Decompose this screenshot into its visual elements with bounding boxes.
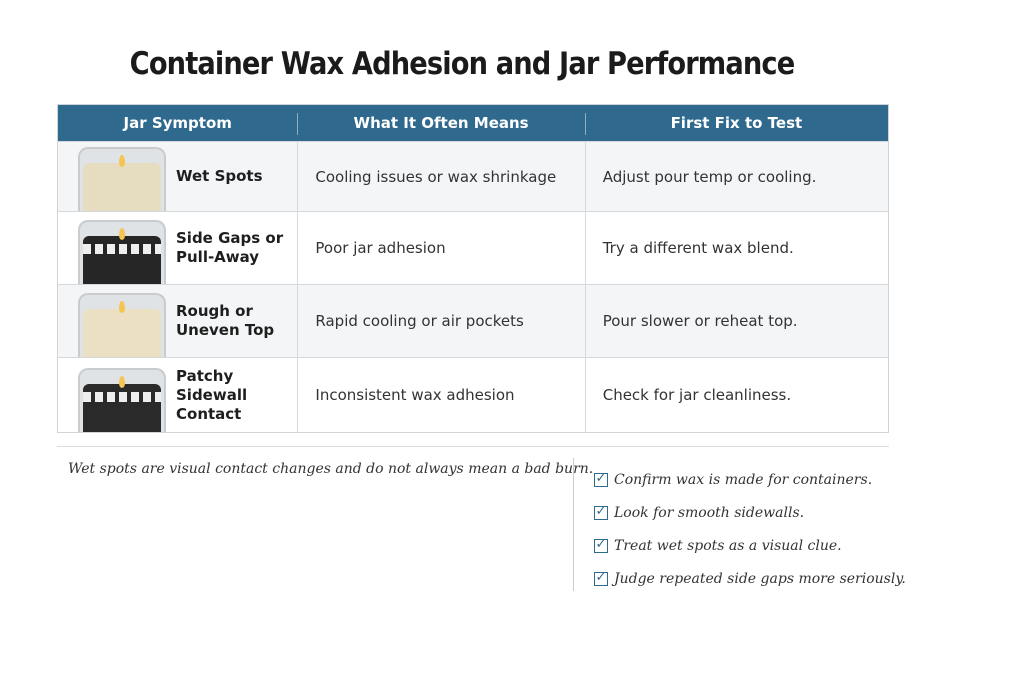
candle-jar-image <box>78 368 166 432</box>
wax <box>83 163 161 211</box>
checklist-text: Judge repeated side gaps more seriously. <box>614 570 906 587</box>
symptom-label: Wet Spots <box>176 167 263 185</box>
checklist-text: Treat wet spots as a visual clue. <box>614 537 842 554</box>
meaning-cell: Inconsistent wax adhesion <box>297 358 584 432</box>
checklist-item: ✓ Confirm wax is made for containers. <box>594 463 906 496</box>
meaning-cell: Poor jar adhesion <box>297 212 584 284</box>
checkbox-checked-icon: ✓ <box>594 503 608 520</box>
meaning-cell: Cooling issues or wax shrinkage <box>297 142 584 211</box>
fix-cell: Pour slower or reheat top. <box>584 285 888 357</box>
checklist-item: ✓ Judge repeated side gaps more seriously… <box>594 562 906 595</box>
table-header: Jar Symptom What It Often Means First Fi… <box>58 105 888 141</box>
checklist-text: Look for smooth sidewalls. <box>614 504 805 521</box>
fix-cell: Adjust pour temp or cooling. <box>584 142 888 211</box>
header-jar-symptom: Jar Symptom <box>123 114 232 132</box>
symptom-cell: Side Gaps or Pull-Away <box>58 212 297 284</box>
symptom-cell: Rough or Uneven Top <box>58 285 297 357</box>
candle-jar-image <box>78 293 166 357</box>
checkbox-checked-icon: ✓ <box>594 536 608 553</box>
symptom-label: Rough or Uneven Top <box>176 302 275 339</box>
table-row: Patchy Sidewall Contact Inconsistent wax… <box>58 357 888 432</box>
checklist-item: ✓ Look for smooth sidewalls. <box>594 496 906 529</box>
fix-cell: Try a different wax blend. <box>584 212 888 284</box>
table-row: Wet Spots Cooling issues or wax shrinkag… <box>58 141 888 211</box>
table-row: Rough or Uneven Top Rapid cooling or air… <box>58 284 888 357</box>
checklist-item: ✓ Treat wet spots as a visual clue. <box>594 529 906 562</box>
vertical-divider <box>573 458 574 591</box>
meaning-cell: Rapid cooling or air pockets <box>297 285 584 357</box>
symptom-cell: Wet Spots <box>58 142 297 211</box>
checkbox-checked-icon: ✓ <box>594 470 608 487</box>
symptom-label: Side Gaps or Pull-Away <box>176 229 284 266</box>
flame-icon <box>119 155 125 167</box>
checklist-text: Confirm wax is made for containers. <box>614 471 873 488</box>
table-row: Side Gaps or Pull-Away Poor jar adhesion… <box>58 211 888 284</box>
flame-icon <box>119 228 125 240</box>
checklist: ✓ Confirm wax is made for containers. ✓ Loo… <box>594 463 906 595</box>
candle-jar-image <box>78 147 166 211</box>
header-meaning: What It Often Means <box>297 105 584 141</box>
symptom-cell: Patchy Sidewall Contact <box>58 358 297 432</box>
wax-gap <box>83 244 161 254</box>
wax <box>83 309 161 357</box>
page-title: Container Wax Adhesion and Jar Performan… <box>129 46 796 82</box>
symptom-table: Jar Symptom What It Often Means First Fi… <box>57 104 889 433</box>
divider <box>57 446 889 447</box>
note-text: Wet spots are visual contact changes and… <box>68 461 594 477</box>
checkbox-checked-icon: ✓ <box>594 569 608 586</box>
symptom-label: Patchy Sidewall Contact <box>176 366 248 423</box>
flame-icon <box>119 301 125 313</box>
candle-jar-image <box>78 220 166 284</box>
wax-gap <box>83 392 161 402</box>
flame-icon <box>119 376 125 388</box>
header-first-fix: First Fix to Test <box>584 105 888 141</box>
fix-cell: Check for jar cleanliness. <box>584 358 888 432</box>
